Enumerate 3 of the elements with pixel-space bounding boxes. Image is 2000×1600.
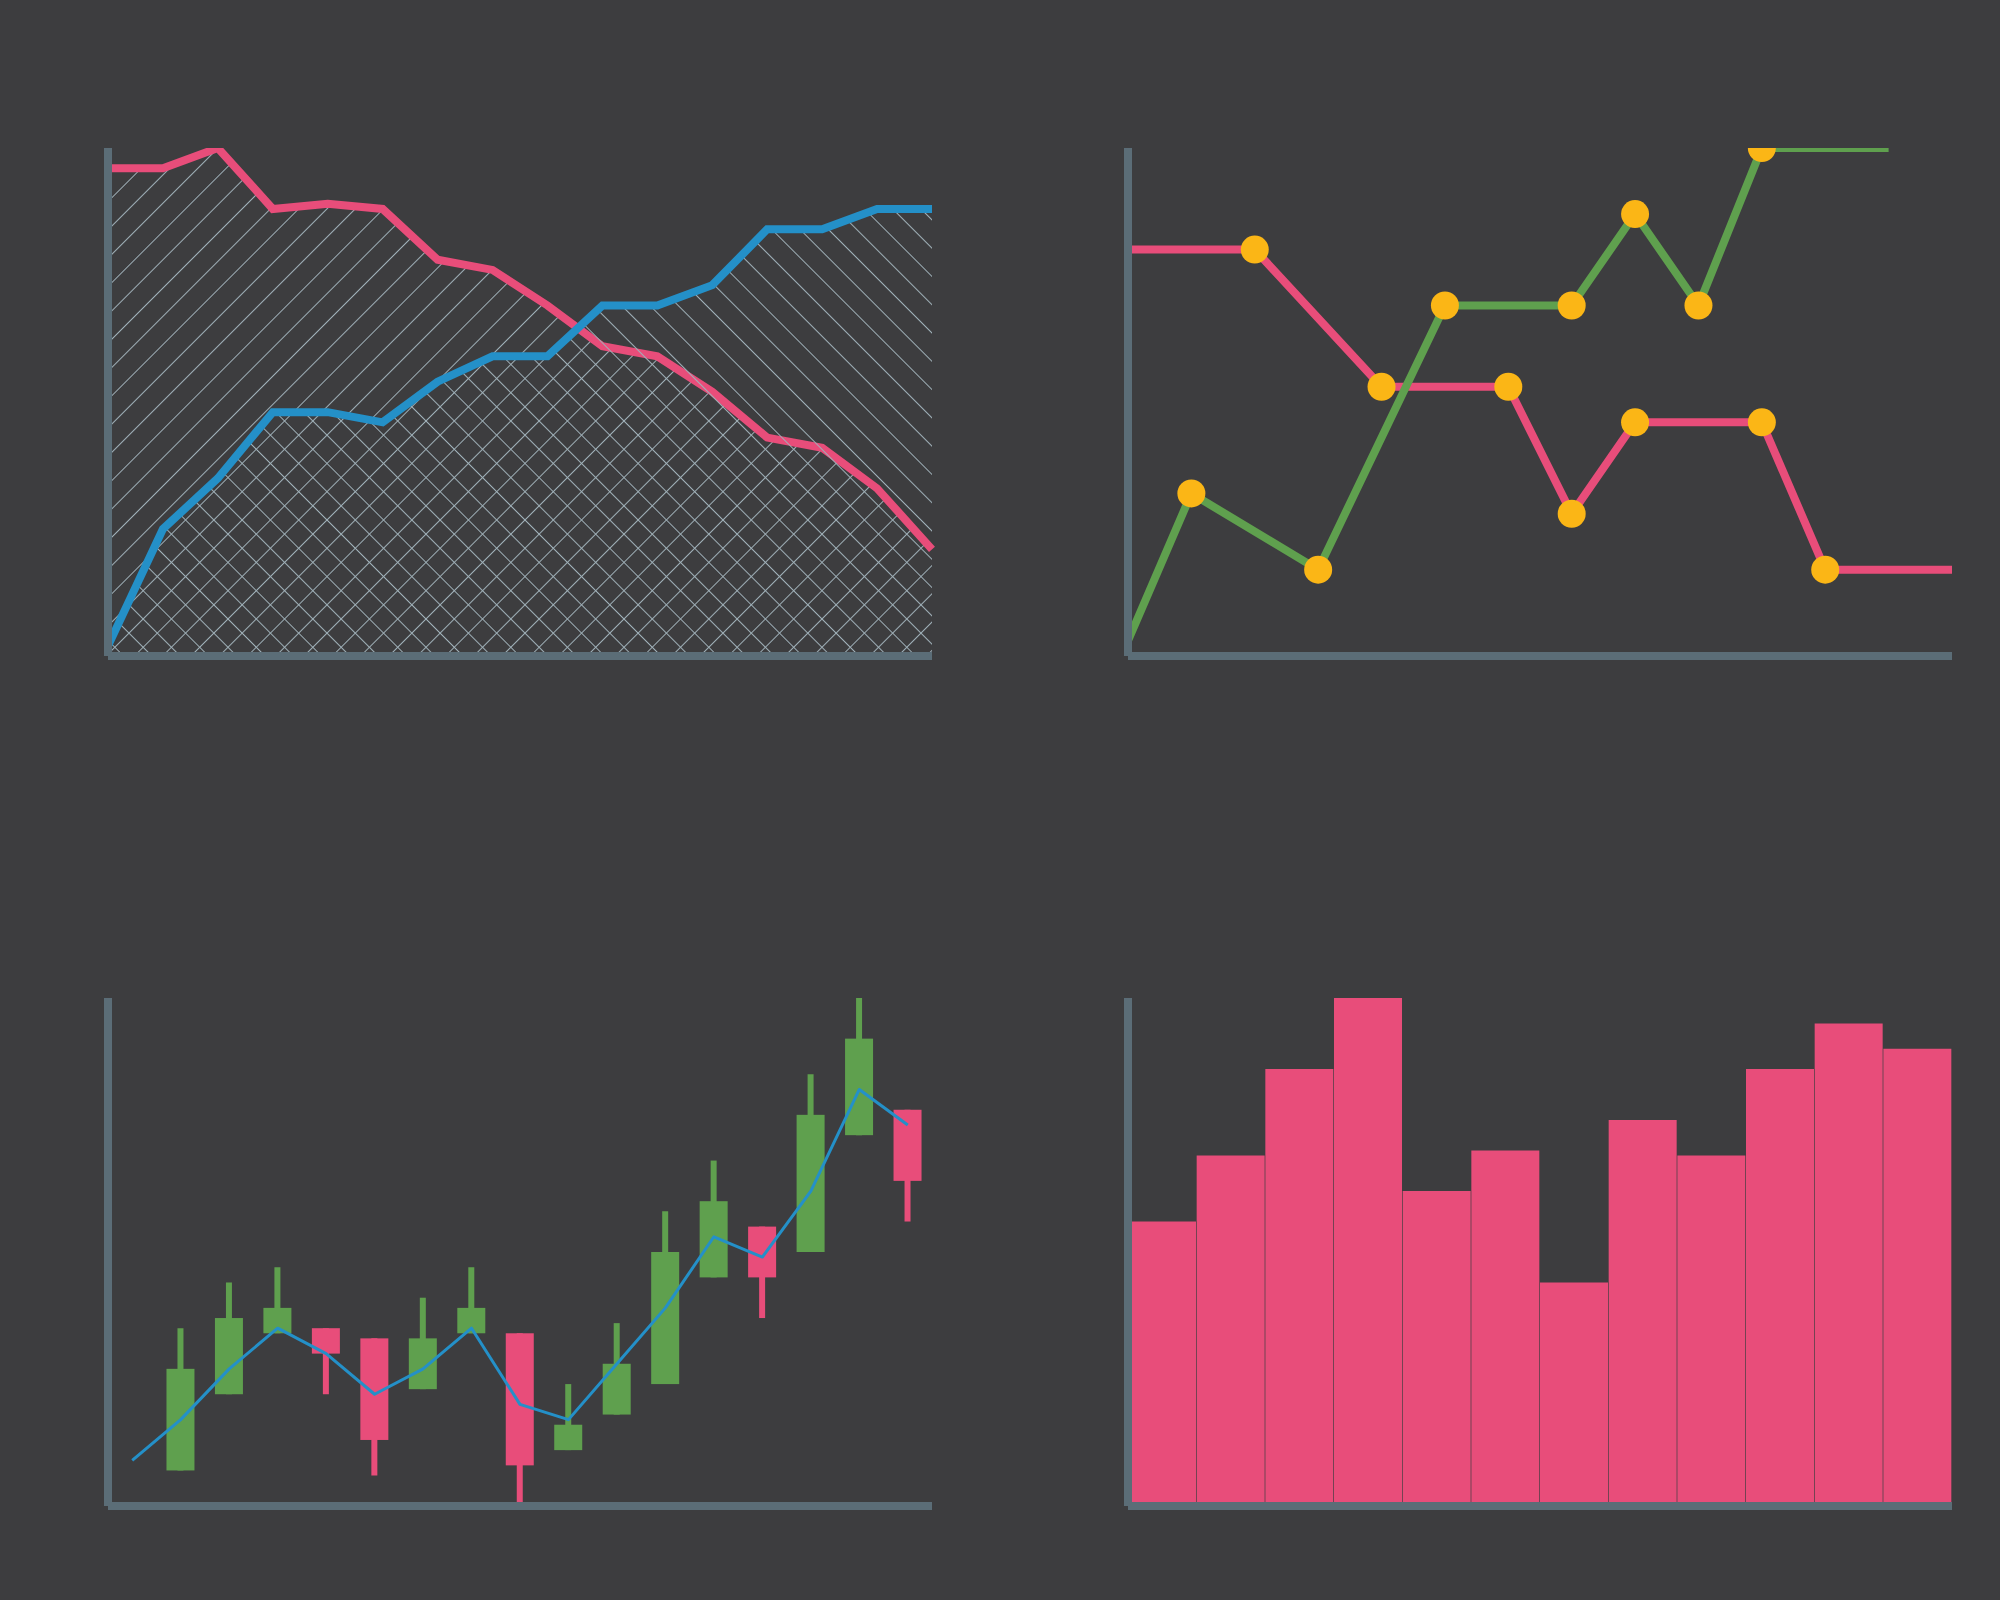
candlestick [311,1328,340,1395]
candlestick [554,1384,583,1451]
candlestick [263,1267,292,1334]
